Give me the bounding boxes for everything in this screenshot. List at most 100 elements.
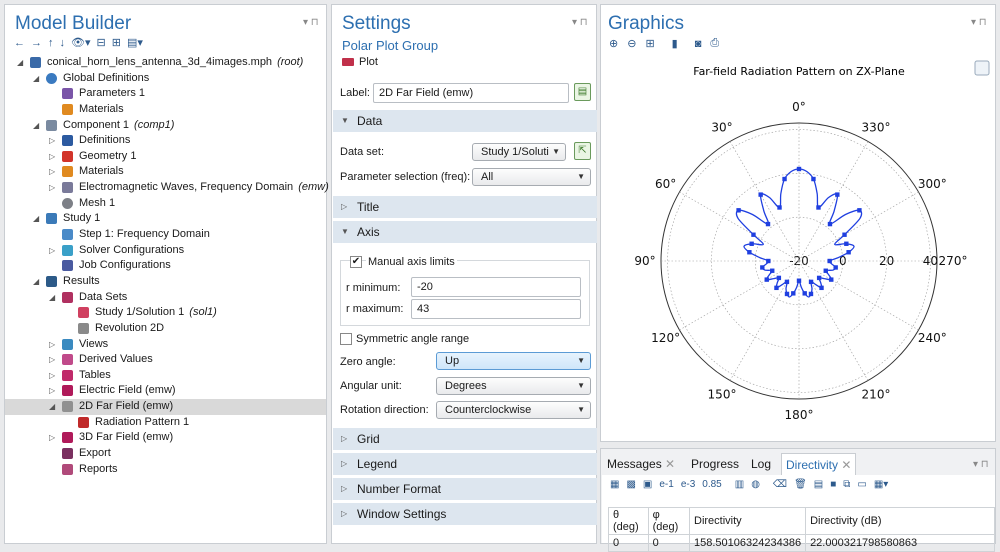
tree-item[interactable]: Mesh 1	[5, 196, 326, 212]
tree-item[interactable]: Export	[5, 446, 326, 462]
section-window-settings[interactable]: ▷ Window Settings	[333, 503, 597, 525]
plot-button[interactable]: Plot	[342, 56, 378, 68]
pane-menu-icon[interactable]: ▾ ⊓	[973, 459, 989, 470]
collapse-icon[interactable]: ◢	[33, 276, 40, 286]
data-set-select[interactable]: Study 1/Soluti ▼	[472, 143, 566, 161]
expand-icon[interactable]: ▷	[49, 245, 56, 255]
expand-icon[interactable]: ▷	[49, 167, 56, 177]
back-arrow-icon[interactable]: ←	[14, 36, 25, 49]
tree-item[interactable]: ▷ Electric Field (emw)	[5, 383, 326, 399]
tree-item[interactable]: ▷ Derived Values	[5, 352, 326, 368]
tree-item[interactable]: ▷ Geometry 1	[5, 149, 326, 165]
scene-light-icon[interactable]: ▮	[671, 38, 678, 50]
param-select[interactable]: All ▼	[472, 168, 591, 186]
close-icon[interactable]: ✕	[665, 457, 676, 471]
pane-menu-icon[interactable]: ▾ ⊓	[572, 17, 588, 28]
table-row[interactable]: 0 0 158.50106324234386 22.00032179858086…	[608, 534, 995, 552]
pane-menu-icon[interactable]: ▾ ⊓	[303, 17, 319, 28]
tab-progress[interactable]: Progress	[687, 453, 743, 475]
scientific-notation-icon[interactable]: e-3	[680, 479, 696, 490]
export-table-icon[interactable]: ▤	[813, 479, 824, 490]
tree-item[interactable]: ▷ Solver Configurations	[5, 243, 326, 259]
tree-item[interactable]: ◢ Global Definitions	[5, 71, 326, 87]
label-input[interactable]: 2D Far Field (emw)	[373, 83, 569, 103]
rmin-input[interactable]: -20	[411, 277, 581, 297]
section-axis[interactable]: ▼ Axis	[333, 221, 597, 243]
layout-icon[interactable]: ▦▾	[873, 479, 889, 490]
close-icon[interactable]: ✕	[841, 458, 852, 472]
collapse-icon[interactable]: ◢	[49, 402, 56, 412]
zoom-out-icon[interactable]: ⊖	[627, 38, 637, 50]
rmax-input[interactable]: 43	[411, 299, 581, 319]
section-legend[interactable]: ▷ Legend	[333, 453, 597, 475]
go-to-source-icon[interactable]: ⇱	[574, 142, 591, 160]
section-number-format[interactable]: ▷ Number Format	[333, 478, 597, 500]
globe-icon[interactable]: ◍	[751, 479, 760, 490]
show-icon[interactable]: 👁▾	[71, 37, 91, 49]
expand-icon[interactable]: ▷	[49, 151, 56, 161]
forward-arrow-icon[interactable]: →	[31, 36, 42, 49]
tab-log[interactable]: Log	[747, 453, 775, 475]
expand-icon[interactable]: ▷	[49, 386, 56, 396]
tree-item[interactable]: ◢ conical_horn_lens_antenna_3d_4images.mp…	[5, 55, 326, 71]
tree-item[interactable]: ▷ Definitions	[5, 133, 326, 149]
expand-icon[interactable]: ▷	[49, 183, 56, 193]
collapse-icon[interactable]: ◢	[49, 292, 56, 302]
tree-item[interactable]: Step 1: Frequency Domain	[5, 227, 326, 243]
tree-item[interactable]: Reports	[5, 462, 326, 478]
tree-item[interactable]: Parameters 1	[5, 86, 326, 102]
view-options-icon[interactable]: ▤▾	[126, 37, 143, 49]
print-icon[interactable]: ⎙	[710, 37, 720, 49]
polar-plot[interactable]: Far-field Radiation Pattern on ZX-Plane …	[603, 57, 993, 437]
tab-messages[interactable]: Messages ✕	[603, 453, 679, 475]
clear-icon[interactable]: ⌫	[772, 479, 788, 490]
engineering-notation-icon[interactable]: e-1	[659, 479, 674, 490]
collapse-icon[interactable]: ◢	[33, 120, 40, 130]
tree-item[interactable]: ◢ Component 1 (comp1)	[5, 118, 326, 134]
zoom-extents-icon[interactable]: ⊞	[645, 38, 655, 50]
tree-item[interactable]: ▷ Electromagnetic Waves, Frequency Domain…	[5, 180, 329, 196]
tree-item[interactable]: ◢ Study 1	[5, 211, 326, 227]
zoom-in-icon[interactable]: ⊕	[609, 38, 619, 50]
tree-item[interactable]: ◢ Results	[5, 274, 326, 290]
full-precision-icon[interactable]: ▦	[610, 479, 620, 490]
move-down-icon[interactable]: ↓	[59, 36, 66, 49]
tree-item[interactable]: ▷ Tables	[5, 368, 326, 384]
symmetric-checkbox[interactable]	[340, 333, 352, 345]
collapse-icon[interactable]: ◢	[17, 58, 24, 67]
delete-icon[interactable]: 🗑	[794, 479, 807, 490]
tree-item[interactable]: ▷ Materials	[5, 164, 326, 180]
collapse-icon[interactable]: ◢	[33, 73, 40, 83]
settings-icon[interactable]: ▭	[857, 479, 867, 490]
expand-all-icon[interactable]: ⊞	[111, 37, 121, 49]
label-edit-icon[interactable]: ▤	[574, 83, 591, 101]
legend-toggle-icon[interactable]	[974, 60, 990, 76]
manual-axis-checkbox[interactable]: ✔	[350, 256, 362, 268]
move-up-icon[interactable]: ↑	[48, 36, 54, 49]
tab-directivity[interactable]: Directivity ✕	[781, 453, 857, 475]
camera-icon[interactable]: ◙	[694, 37, 702, 50]
section-data[interactable]: ▼ Data	[333, 110, 597, 132]
auto-notation-icon[interactable]: ▣	[642, 479, 653, 490]
plot-table-icon[interactable]: ■	[830, 479, 837, 490]
tree-item[interactable]: Radiation Pattern 1	[5, 415, 326, 431]
tree-item[interactable]: ▷ Views	[5, 337, 326, 353]
expand-icon[interactable]: ▷	[49, 370, 56, 380]
copy-icon[interactable]: ⧉	[843, 479, 851, 490]
pane-menu-icon[interactable]: ▾ ⊓	[971, 17, 987, 28]
tree-item[interactable]: Study 1/Solution 1 (sol1)	[5, 305, 326, 321]
collapse-icon[interactable]: ◢	[33, 214, 40, 224]
zero-angle-select[interactable]: Up ▼	[436, 352, 591, 370]
tree-item[interactable]: ▷ 3D Far Field (emw)	[5, 430, 326, 446]
tree-item[interactable]: Job Configurations	[5, 258, 326, 274]
section-title[interactable]: ▷ Title	[333, 196, 597, 218]
tree-item[interactable]: ◢ Data Sets	[5, 290, 326, 306]
decimal-notation-icon[interactable]: 0.85	[702, 479, 722, 490]
collapse-all-icon[interactable]: ⊟	[96, 37, 106, 49]
section-grid[interactable]: ▷ Grid	[333, 428, 597, 450]
tree-item[interactable]: Materials	[5, 102, 326, 118]
rotation-select[interactable]: Counterclockwise ▼	[436, 401, 591, 419]
expand-icon[interactable]: ▷	[49, 136, 56, 146]
expand-icon[interactable]: ▷	[49, 355, 56, 365]
tree-item[interactable]: Revolution 2D	[5, 321, 326, 337]
